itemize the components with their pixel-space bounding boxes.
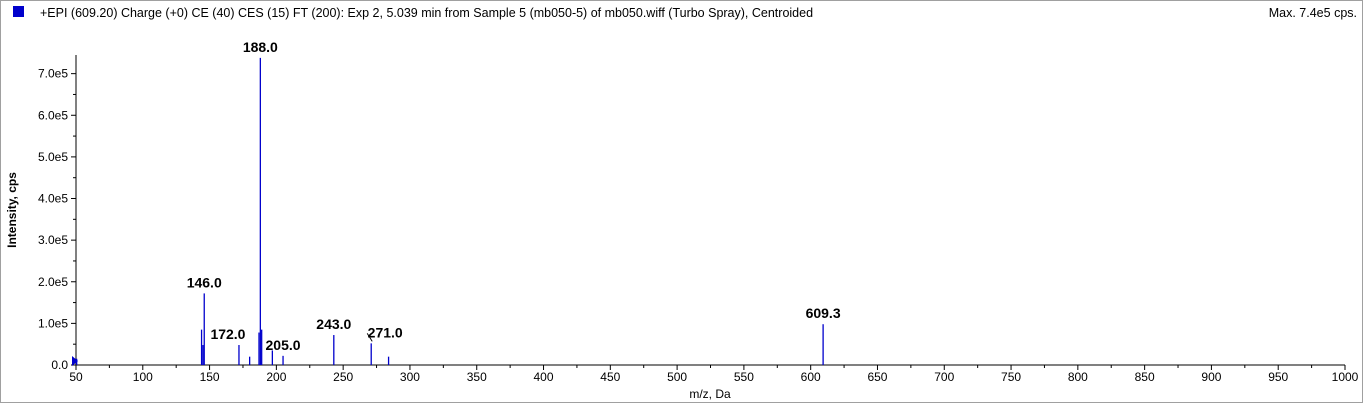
x-tick-label: 600 — [801, 370, 821, 384]
x-tick-label: 550 — [734, 370, 754, 384]
peak-label-leader — [366, 333, 373, 342]
y-tick-label: 2.0e5 — [38, 275, 68, 289]
y-tick-label: 0.0 — [51, 358, 68, 372]
x-tick-label: 400 — [534, 370, 554, 384]
peak-label: 146.0 — [187, 274, 222, 290]
y-tick-label: 7.0e5 — [38, 67, 68, 81]
x-axis-ticks: 50 100 150 200 250 300 350 400 450 500 550 600 650 70… — [69, 365, 1359, 384]
x-tick-label: 450 — [600, 370, 620, 384]
peak-label: 271.0 — [368, 324, 403, 340]
peak-label: 609.3 — [806, 305, 841, 321]
axes — [75, 55, 1345, 366]
x-tick-label: 100 — [133, 370, 153, 384]
x-tick-label: 1000 — [1332, 370, 1359, 384]
y-tick-label: 5.0e5 — [38, 150, 68, 164]
y-tick-label: 3.0e5 — [38, 233, 68, 247]
x-tick-label: 850 — [1135, 370, 1155, 384]
peak-label: 243.0 — [316, 316, 351, 332]
y-tick-label: 4.0e5 — [38, 192, 68, 206]
x-tick-label: 50 — [69, 370, 83, 384]
x-tick-label: 800 — [1068, 370, 1088, 384]
x-tick-label: 700 — [934, 370, 954, 384]
x-tick-label: 900 — [1201, 370, 1221, 384]
x-tick-label: 650 — [867, 370, 887, 384]
x-tick-label: 250 — [333, 370, 353, 384]
x-tick-label: 750 — [1001, 370, 1021, 384]
peak-label: 188.0 — [243, 39, 278, 55]
x-tick-label: 500 — [667, 370, 687, 384]
origin-marker — [72, 356, 78, 366]
x-tick-label: 300 — [400, 370, 420, 384]
peak-series — [72, 57, 824, 366]
peak-label: 205.0 — [266, 337, 301, 353]
peak-labels: 146.0 172.0 188.0 205.0 243.0 271.0 609.3 — [187, 39, 841, 353]
y-axis-title: Intensity, cps — [5, 172, 19, 248]
y-axis-ticks: 0.0 1.0e5 2.0e5 3.0e5 4.0e5 5.0e5 6.0e5 7.0e5 — [38, 67, 76, 372]
y-tick-label: 1.0e5 — [38, 316, 68, 330]
y-tick-label: 6.0e5 — [38, 108, 68, 122]
x-tick-label: 200 — [266, 370, 286, 384]
max-intensity-label: Max. 7.4e5 cps. — [1268, 6, 1357, 20]
x-tick-label: 150 — [200, 370, 220, 384]
legend-swatch — [13, 6, 24, 17]
x-axis-title: m/z, Da — [689, 387, 731, 401]
peak-label: 172.0 — [210, 326, 245, 342]
x-tick-label: 950 — [1268, 370, 1288, 384]
spectrum-title: +EPI (609.20) Charge (+0) CE (40) CES (1… — [40, 6, 814, 20]
x-tick-label: 350 — [467, 370, 487, 384]
